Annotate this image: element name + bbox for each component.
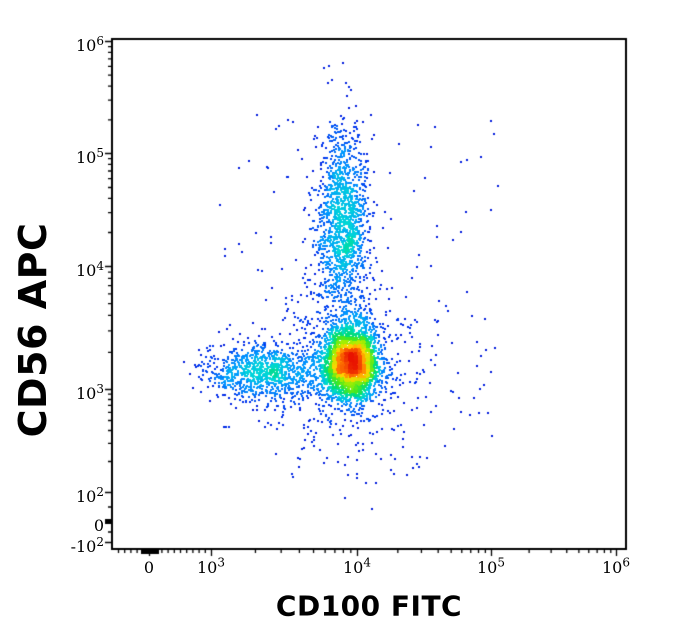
x-tick-label: 0	[143, 558, 155, 577]
x-tick-label: 106	[602, 555, 630, 577]
y-tick-label: 104	[76, 258, 104, 281]
y-tick-label: -102	[70, 534, 104, 557]
y-tick-label: 102	[76, 484, 104, 507]
x-axis-label: CD100 FITC	[275, 589, 463, 623]
y-tick-label: 0	[93, 516, 104, 536]
y-tick-label: 103	[76, 381, 104, 404]
y-tick-label: 105	[76, 145, 104, 168]
x-tick-label: 105	[477, 555, 505, 577]
y-tick-label: 106	[76, 33, 104, 56]
x-tick-label: 103	[197, 555, 225, 577]
y-axis-label: CD56 APC	[11, 222, 55, 438]
x-tick-label: 104	[343, 555, 371, 577]
